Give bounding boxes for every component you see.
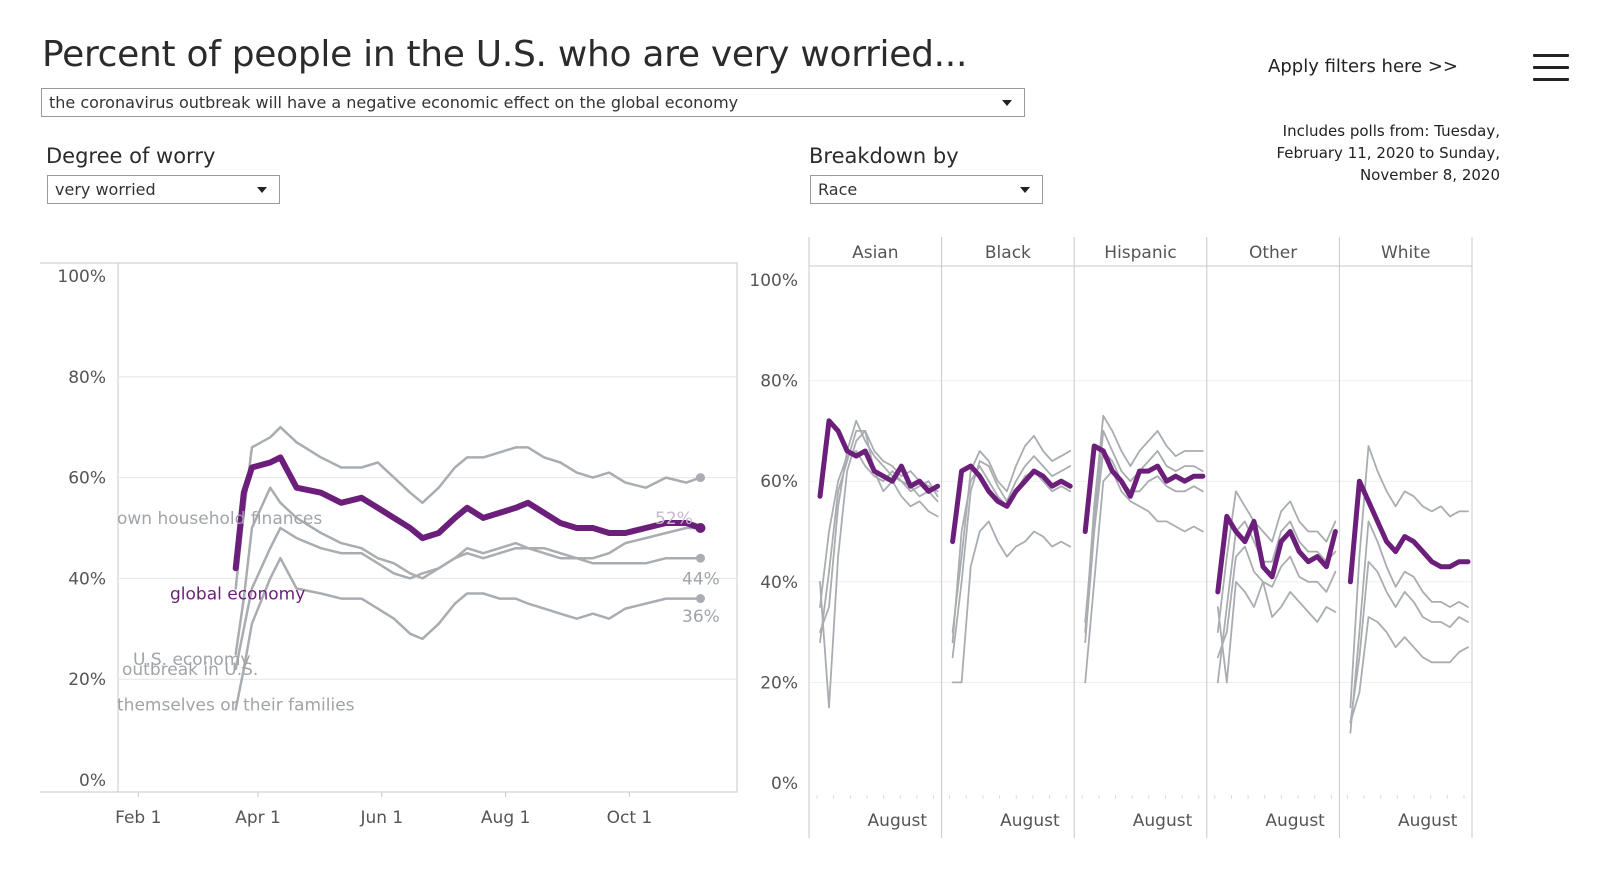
chevron-down-icon xyxy=(1002,99,1012,106)
series-end-dot xyxy=(695,523,706,533)
panel-series-line xyxy=(1084,429,1204,623)
panel-header-label: Asian xyxy=(852,243,898,263)
left-x-tick-label: Apr 1 xyxy=(235,808,281,828)
right-y-tick-label: 100% xyxy=(749,271,798,291)
chevron-down-icon xyxy=(257,186,267,193)
panel-series-line xyxy=(1216,545,1337,659)
right-y-tick-label: 40% xyxy=(760,573,798,593)
degree-dropdown-value: very worried xyxy=(55,180,156,199)
panel-series-line xyxy=(1084,470,1204,684)
panel-series-line xyxy=(1216,520,1337,684)
left-y-tick-label: 40% xyxy=(68,569,106,589)
panel-highlight-line xyxy=(1082,443,1206,534)
right-y-tick-label: 0% xyxy=(771,774,798,794)
series-end-dot xyxy=(695,473,705,483)
polls-date-range: Includes polls from: Tuesday, February 1… xyxy=(1240,120,1500,186)
breakdown-label: Breakdown by xyxy=(809,144,959,168)
series-line xyxy=(234,556,702,711)
panel-x-tick-label: August xyxy=(1398,811,1458,831)
panel-series-line xyxy=(1216,580,1337,684)
panel-series-line xyxy=(951,455,1072,659)
panel-header-label: Hispanic xyxy=(1104,243,1176,263)
panel-highlight-line xyxy=(817,418,941,499)
panel-highlight-line xyxy=(950,463,1073,545)
panel-series-line xyxy=(819,450,939,608)
right-y-tick-label: 60% xyxy=(760,472,798,492)
panel-series-line xyxy=(1216,490,1337,633)
page-title: Percent of people in the U.S. who are ve… xyxy=(42,34,968,75)
panel-series-line xyxy=(819,429,939,644)
left-y-tick-label: 100% xyxy=(57,267,106,287)
left-y-tick-label: 20% xyxy=(68,670,106,690)
series-line xyxy=(234,425,702,590)
panel-series-line xyxy=(819,429,939,709)
breakdown-dropdown-value: Race xyxy=(818,180,858,199)
breakdown-dropdown[interactable]: Race xyxy=(810,175,1043,204)
series-end-dot xyxy=(695,553,705,563)
panel-series-line xyxy=(1084,414,1204,633)
panel-highlight-line xyxy=(1347,478,1471,585)
menu-icon[interactable] xyxy=(1533,54,1569,82)
left-x-tick-label: Jun 1 xyxy=(359,808,403,828)
polls-line: November 8, 2020 xyxy=(1359,166,1500,184)
apply-filters-link[interactable]: Apply filters here >> xyxy=(1268,56,1458,77)
series-name-label: outbreak in U.S. xyxy=(122,660,258,680)
panel-header-label: Black xyxy=(985,243,1031,263)
left-plot-frame xyxy=(117,262,738,793)
series-name-label: U.S. economy xyxy=(133,650,250,670)
right-y-tick-label: 20% xyxy=(760,673,798,693)
panel-header-label: White xyxy=(1381,243,1430,263)
highlight-series-line xyxy=(232,454,704,572)
panel-header-label: Other xyxy=(1249,243,1297,263)
panel-x-tick-label: August xyxy=(1000,811,1060,831)
panel-x-tick-label: August xyxy=(1133,811,1193,831)
polls-line: February 11, 2020 to Sunday, xyxy=(1276,144,1500,162)
panel-series-line xyxy=(1349,520,1469,734)
series-end-value-label: 44% xyxy=(682,569,720,589)
topic-dropdown[interactable]: the coronavirus outbreak will have a neg… xyxy=(41,88,1025,117)
panel-series-line xyxy=(1349,616,1469,724)
left-x-tick-label: Oct 1 xyxy=(607,808,653,828)
left-x-tick-label: Aug 1 xyxy=(481,808,530,828)
panel-highlight-line xyxy=(1215,513,1338,595)
series-end-value-label: 36% xyxy=(682,607,720,627)
panel-series-line xyxy=(819,419,939,633)
series-line xyxy=(234,486,702,656)
topic-dropdown-value: the coronavirus outbreak will have a neg… xyxy=(49,93,739,112)
left-y-tick-label: 60% xyxy=(68,469,106,489)
panel-x-tick-label: August xyxy=(868,811,928,831)
left-x-tick-label: Feb 1 xyxy=(115,808,161,828)
series-line xyxy=(234,526,702,671)
chevron-down-icon xyxy=(1020,186,1030,193)
degree-label: Degree of worry xyxy=(46,144,216,168)
series-end-value-label: 52% xyxy=(655,509,693,529)
series-end-dot xyxy=(695,594,705,604)
right-y-tick-label: 80% xyxy=(760,372,798,392)
left-y-tick-label: 80% xyxy=(68,368,106,388)
polls-line: Includes polls from: Tuesday, xyxy=(1282,122,1500,140)
panel-series-line xyxy=(1349,560,1469,724)
series-name-label: own household finances xyxy=(117,509,322,529)
degree-dropdown[interactable]: very worried xyxy=(47,175,280,204)
left-y-tick-label: 0% xyxy=(79,771,106,791)
series-name-label: global economy xyxy=(170,585,305,605)
panel-x-tick-label: August xyxy=(1265,811,1325,831)
panel-series-line xyxy=(951,520,1072,684)
panel-series-line xyxy=(1349,445,1469,709)
series-name-label: themselves or their families xyxy=(117,695,355,715)
